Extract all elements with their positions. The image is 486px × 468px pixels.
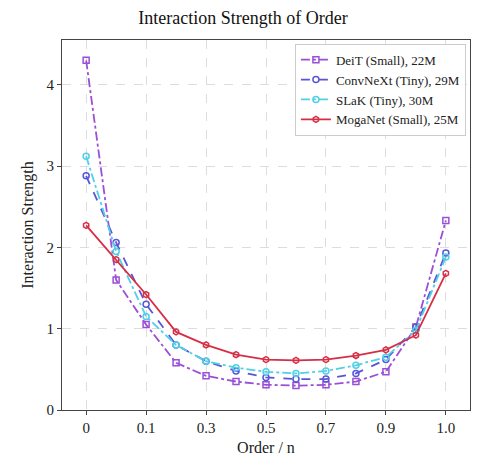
svg-text:ConvNeXt (Tiny), 29M: ConvNeXt (Tiny), 29M <box>336 73 460 88</box>
svg-text:0: 0 <box>82 420 90 436</box>
svg-text:DeiT (Small), 22M: DeiT (Small), 22M <box>336 53 436 68</box>
svg-text:1: 1 <box>47 321 55 337</box>
svg-text:0.1: 0.1 <box>137 420 156 436</box>
svg-text:1.0: 1.0 <box>436 420 455 436</box>
svg-text:2: 2 <box>47 240 55 256</box>
svg-text:3: 3 <box>47 158 55 174</box>
svg-text:MogaNet (Small), 25M: MogaNet (Small), 25M <box>336 112 459 127</box>
svg-text:0.7: 0.7 <box>317 420 336 436</box>
svg-text:0.3: 0.3 <box>197 420 216 436</box>
svg-text:0.9: 0.9 <box>377 420 396 436</box>
svg-text:4: 4 <box>47 77 55 93</box>
svg-text:Interaction Strength of Order: Interaction Strength of Order <box>138 8 347 28</box>
svg-text:0: 0 <box>47 402 55 418</box>
svg-text:0.5: 0.5 <box>257 420 276 436</box>
svg-text:Interaction Strength: Interaction Strength <box>19 161 37 289</box>
svg-text:SLaK (Tiny), 30M: SLaK (Tiny), 30M <box>336 93 434 108</box>
svg-text:Order / n: Order / n <box>237 439 295 456</box>
